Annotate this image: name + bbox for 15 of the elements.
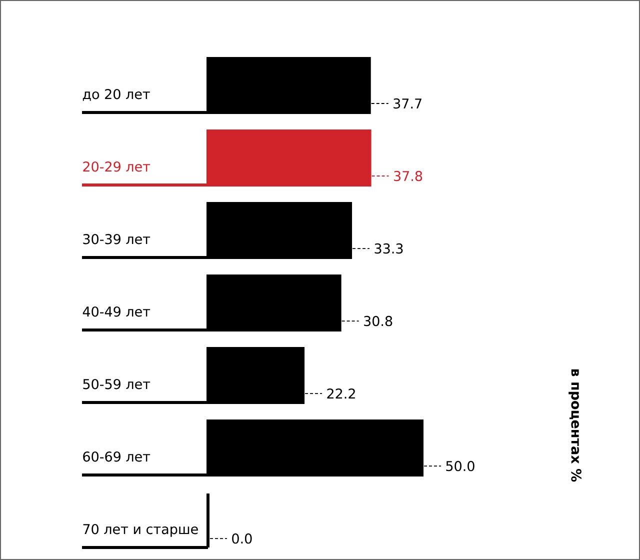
y-tick-label: 20-29 лет [83, 161, 150, 172]
data-label: 30.8 [364, 316, 392, 326]
y-tick-label: 50-59 лет [83, 378, 150, 390]
y-tick-label: 70 лет и старше [83, 524, 198, 537]
y-tick-label: 40-49 лет [82, 306, 150, 317]
y-tick-label: 30-39 лет [83, 234, 150, 244]
data-label: 37.7 [394, 98, 422, 109]
data-label: 0.0 [232, 533, 252, 544]
text: в процентах % [568, 369, 582, 482]
data-label: 37.8 [394, 170, 422, 182]
y-tick-label: до 20 лет [82, 88, 150, 101]
y-tick-label: 60-69 лет [83, 451, 150, 462]
data-label: 33.3 [374, 243, 403, 254]
data-label: 22.2 [327, 388, 355, 399]
data-label: 50.0 [446, 460, 474, 472]
